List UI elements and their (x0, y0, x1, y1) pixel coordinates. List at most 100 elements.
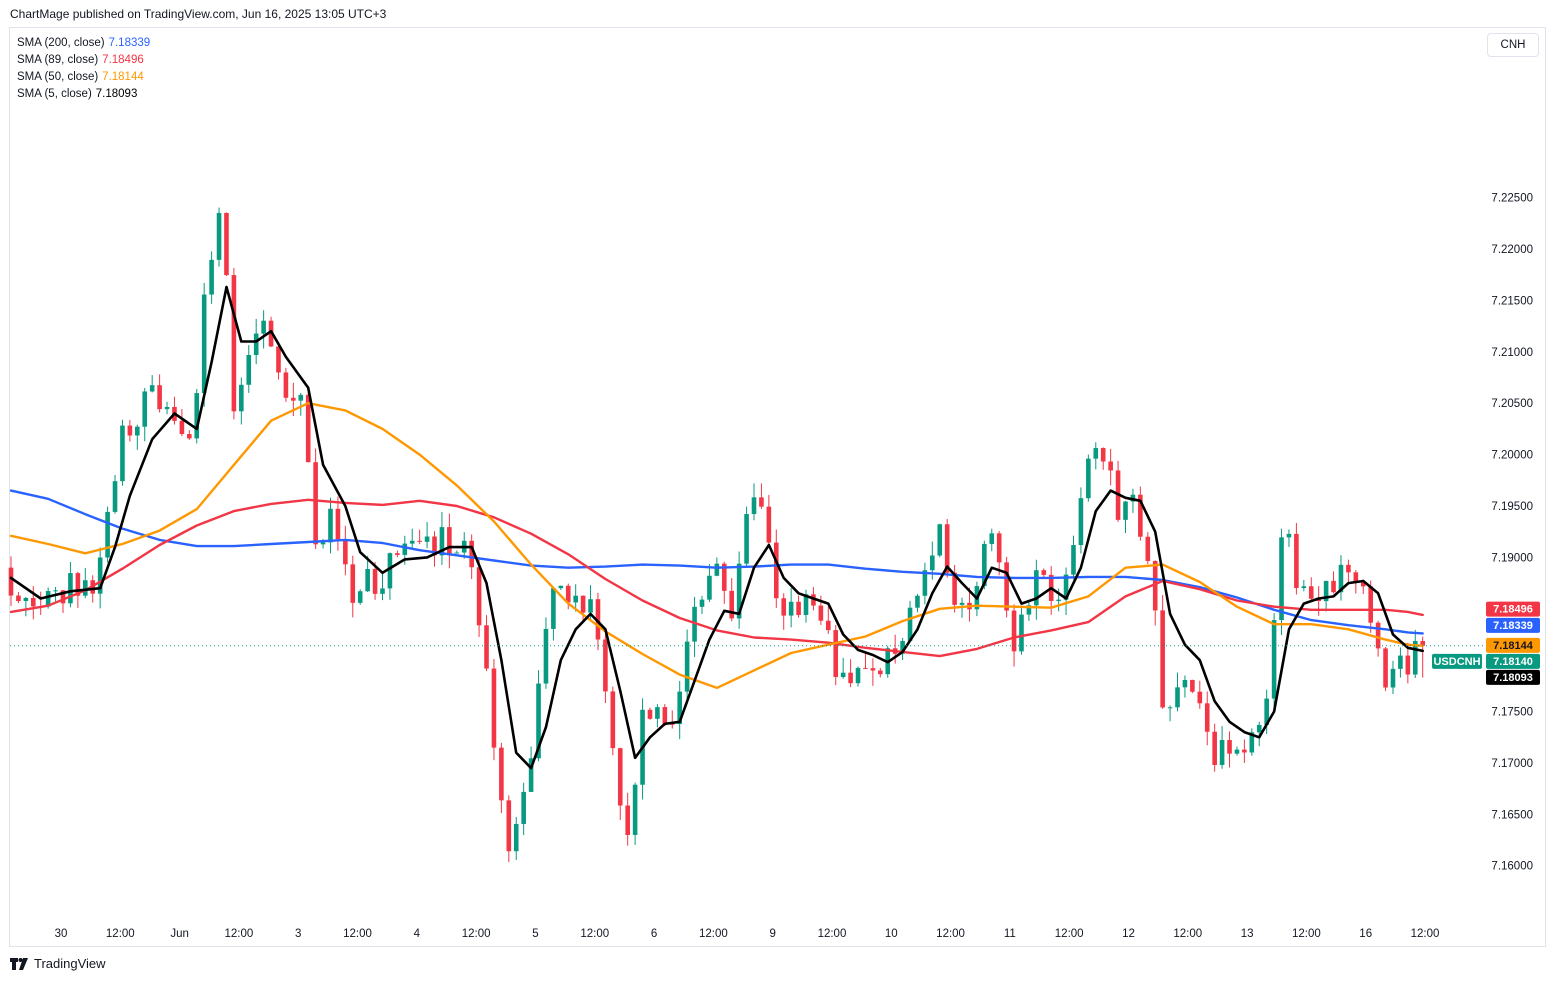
candle-body (320, 542, 326, 545)
legend-sma-200[interactable]: SMA (200, close) 7.18339 (17, 35, 150, 52)
symbol-tag-label: USDCNH (1433, 656, 1480, 668)
price-tag: 7.18496 (1486, 601, 1540, 617)
legend-sma-89[interactable]: SMA (89, close) 7.18496 (17, 52, 150, 69)
candle-body (1056, 599, 1061, 601)
y-tick-label: 7.19500 (1491, 501, 1533, 513)
candle-body (729, 590, 735, 619)
candle-body (1204, 703, 1210, 732)
candle-body (120, 425, 125, 482)
candle-body (1011, 610, 1017, 652)
candle-body (83, 580, 88, 596)
publish-header: ChartMage published on TradingView.com, … (10, 7, 387, 21)
candle-body (1286, 533, 1292, 538)
y-tick-label: 7.17000 (1491, 758, 1533, 770)
candle-body (982, 543, 987, 587)
candle-body (826, 620, 831, 631)
candle-body (60, 590, 66, 604)
indicator-legend: SMA (200, close) 7.18339 SMA (89, close) 7… (17, 35, 150, 103)
candle-body (610, 691, 616, 749)
x-tick-label: 12 (1122, 928, 1135, 940)
candle-body (1108, 461, 1113, 471)
candle-body (565, 585, 571, 603)
legend-sma-5[interactable]: SMA (5, close) 7.18093 (17, 86, 150, 103)
candle-body (1041, 570, 1047, 575)
legend-label: SMA (5, close) (17, 88, 92, 100)
candle-body (818, 605, 824, 621)
candle-body (759, 497, 764, 507)
ma-line (9, 402, 1424, 690)
candle-body (1138, 494, 1143, 537)
candle-body (1316, 598, 1321, 602)
candle-body (655, 707, 660, 719)
candle-body (1152, 560, 1158, 611)
legend-value: 7.18339 (108, 37, 151, 49)
candle-body (915, 595, 920, 608)
candle-body (907, 607, 913, 641)
candle-body (1271, 620, 1277, 699)
candle-body (878, 670, 883, 675)
candle-body (632, 784, 638, 835)
candle-body (1182, 679, 1188, 688)
candle-body (499, 747, 504, 801)
candle-body (491, 668, 497, 748)
candle-body (863, 667, 868, 669)
candle-body (580, 595, 586, 613)
candle-body (1026, 605, 1032, 615)
candle-body (305, 394, 311, 463)
candle-body (298, 394, 304, 401)
ma-line (9, 498, 1424, 658)
y-tick-label: 7.21000 (1491, 347, 1533, 359)
candle-body (922, 570, 928, 596)
candle-body (239, 384, 244, 412)
candle-body (1331, 580, 1336, 593)
currency-button[interactable]: CNH (1487, 33, 1539, 57)
x-tick-label: 12:00 (1292, 928, 1321, 940)
x-tick-label: 11 (1004, 928, 1016, 940)
y-axis: 7.160007.165007.170007.175007.180007.185… (1491, 193, 1533, 873)
candle-body (1405, 655, 1411, 675)
candle-body (1100, 448, 1106, 462)
candle-body (588, 599, 593, 613)
candle-body (380, 588, 385, 594)
price-tag-value: 7.18496 (1493, 604, 1533, 616)
moving-averages (9, 285, 1424, 770)
x-tick-label: 12:00 (580, 928, 609, 940)
candle-body (335, 508, 341, 540)
candle-body (766, 506, 772, 543)
candle-body (328, 508, 333, 543)
candle-body (662, 707, 668, 724)
candle-body (1279, 537, 1284, 621)
candle-body (469, 540, 474, 568)
x-tick-label: 12:00 (818, 928, 847, 940)
candle-body (1368, 586, 1373, 623)
candle-body (647, 709, 653, 719)
candle-body (216, 212, 222, 260)
candle-body (536, 683, 541, 759)
candle-body (744, 514, 749, 564)
candle-body (1256, 724, 1262, 733)
candle-body (773, 542, 779, 599)
footer-brand[interactable]: TradingView (10, 956, 106, 971)
candle-body (1242, 749, 1247, 753)
legend-sma-50[interactable]: SMA (50, close) 7.18144 (17, 69, 150, 86)
candle-body (476, 567, 482, 626)
candle-body (1249, 732, 1255, 753)
candle-body (1264, 698, 1269, 725)
x-tick-label: 6 (651, 928, 657, 940)
x-tick-label: 12:00 (1411, 928, 1440, 940)
x-tick-label: 12:00 (225, 928, 254, 940)
candle-body (432, 536, 437, 556)
candle-body (276, 346, 281, 373)
candle-body (937, 524, 943, 556)
y-tick-label: 7.19000 (1491, 552, 1533, 564)
price-tag: 7.18339 (1486, 617, 1540, 633)
x-tick-label: 12:00 (936, 928, 965, 940)
candle-body (372, 569, 378, 594)
candle-body (796, 601, 801, 615)
chart-frame[interactable] (9, 27, 1546, 947)
x-tick-label: 16 (1359, 928, 1372, 940)
y-tick-label: 7.16500 (1491, 809, 1533, 821)
x-tick-label: 13 (1241, 928, 1254, 940)
x-tick-label: 12:00 (1173, 928, 1202, 940)
